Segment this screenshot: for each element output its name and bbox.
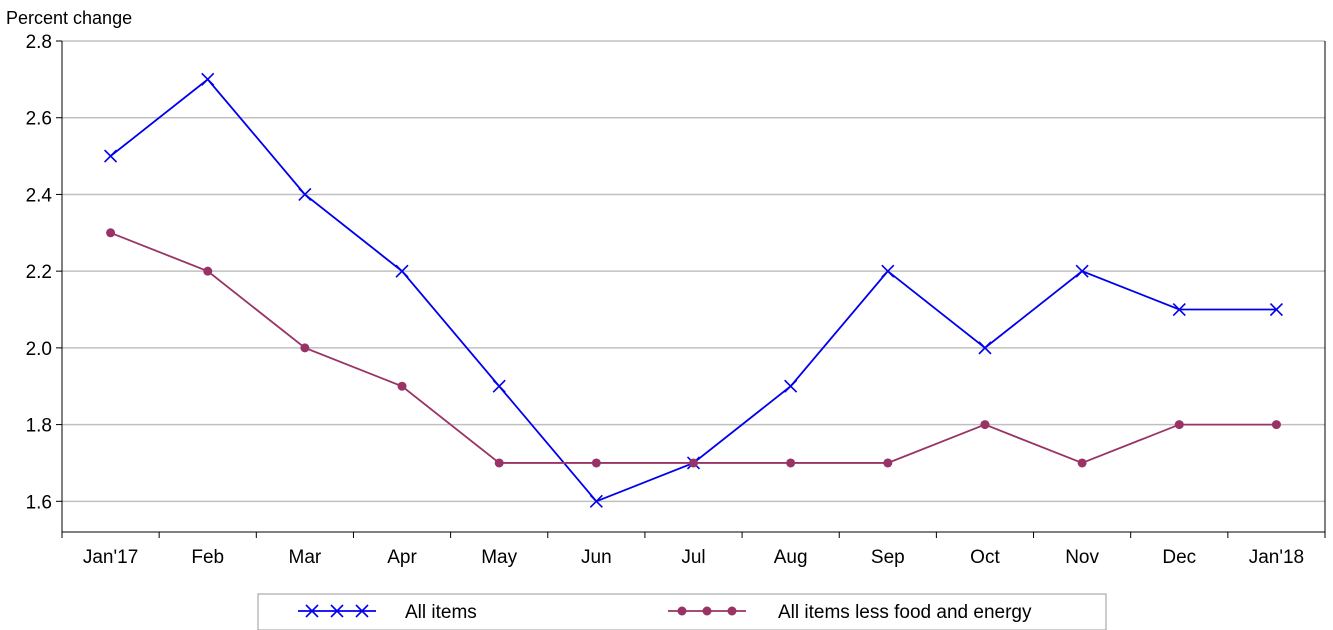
y-tick-label: 2.4 [26, 185, 53, 206]
y-tick-labels: 1.6 1.8 2.0 2.2 2.4 2.6 2.8 [26, 32, 53, 513]
point-marker [104, 149, 118, 163]
point-marker [106, 228, 116, 238]
x-tick-label: Sep [871, 547, 905, 568]
marker-stroke [104, 149, 118, 163]
x-tick-label: Apr [387, 547, 417, 568]
point-marker [727, 606, 737, 616]
legend: All items All items less food and energy [257, 593, 1107, 630]
point-marker [677, 606, 687, 616]
x-tick-labels: Jan'17 Feb Mar Apr May Jun Jul Aug Sep Oct Nov Dec J… [83, 547, 1304, 568]
marker-stroke [298, 187, 312, 202]
x-tick-label: Oct [970, 547, 1000, 568]
point-marker [492, 379, 506, 393]
y-tick-label: 2.6 [26, 109, 52, 130]
marker-stroke [978, 341, 992, 355]
gridlines [62, 40, 1325, 503]
point-marker [1271, 420, 1281, 430]
marker-stroke [1075, 264, 1089, 278]
axes [56, 40, 1326, 538]
point-marker [881, 264, 895, 278]
point-marker [1174, 420, 1184, 430]
x-tick-label: Jun [581, 547, 612, 568]
point-marker [330, 604, 344, 618]
y-tick-label: 1.8 [26, 416, 52, 437]
x-tick-label: Jul [681, 547, 705, 568]
point-marker [494, 458, 504, 468]
point-marker [784, 379, 798, 393]
y-tick-label: 2.2 [26, 262, 52, 283]
y-axis-title: Percent change [6, 8, 132, 28]
y-tick-label: 1.6 [26, 492, 52, 513]
marker-stroke [492, 379, 506, 393]
x-tick-label: Dec [1162, 547, 1196, 568]
point-marker [689, 458, 698, 468]
x-tick-label: Jan'18 [1249, 547, 1304, 568]
point-marker [589, 494, 603, 508]
x-tick-label: Jan'17 [83, 547, 138, 568]
marker-stroke [355, 604, 369, 618]
marker-stroke [305, 604, 319, 618]
point-marker [786, 458, 796, 468]
point-marker [395, 264, 409, 278]
y-tick-label: 2.8 [26, 32, 52, 53]
point-marker [201, 72, 215, 86]
x-tick-label: Aug [774, 547, 808, 568]
legend-label: All items less food and energy [778, 602, 1032, 623]
point-marker [591, 458, 601, 468]
marker-stroke [201, 72, 215, 86]
point-marker [1172, 302, 1186, 317]
legend-label: All items [405, 602, 477, 623]
marker-stroke [395, 264, 409, 278]
marker-stroke [330, 604, 344, 618]
point-marker [355, 604, 369, 618]
point-marker [298, 187, 312, 202]
point-marker [305, 604, 319, 618]
point-marker [300, 343, 310, 353]
marker-stroke [1269, 302, 1283, 317]
series-line [110, 78, 1277, 503]
point-marker [883, 458, 893, 468]
legend-item: All items less food and energy [668, 602, 1032, 623]
marker-stroke [784, 379, 798, 393]
marker-stroke [589, 494, 603, 508]
series-0 [104, 72, 1283, 508]
x-tick-label: May [481, 547, 517, 568]
x-tick-label: Mar [289, 547, 322, 568]
point-marker [203, 266, 213, 276]
legend-item: All items [298, 602, 477, 623]
x-tick-label: Feb [191, 547, 224, 568]
x-tick-label: Nov [1065, 547, 1099, 568]
point-marker [978, 341, 992, 355]
point-marker [1077, 458, 1087, 468]
marker-stroke [1172, 302, 1186, 317]
point-marker [702, 606, 712, 616]
point-marker [397, 381, 407, 391]
point-marker [1075, 264, 1089, 278]
point-marker [980, 420, 990, 430]
point-marker [1269, 302, 1283, 317]
marker-stroke [881, 264, 895, 278]
series-layer [104, 72, 1283, 508]
series-1 [106, 228, 1281, 468]
y-tick-label: 2.0 [26, 339, 52, 360]
